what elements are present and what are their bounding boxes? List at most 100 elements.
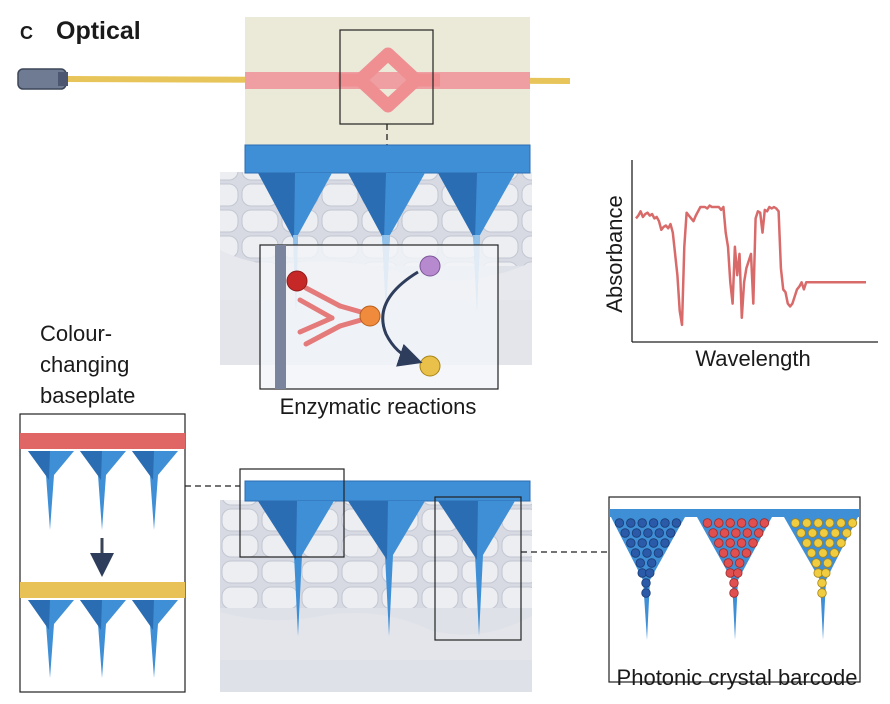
crystal-particle (748, 518, 758, 528)
crystal-particle (620, 528, 630, 538)
needle-baseplate (244, 144, 531, 174)
crystal-particle (813, 518, 823, 528)
enzymatic-reaction-inset (259, 244, 499, 390)
laser-source-icon (17, 68, 68, 90)
crystal-particle (731, 528, 741, 538)
crystal-particle (729, 588, 739, 598)
microneedle (258, 501, 334, 636)
crystal-particle (754, 528, 764, 538)
crystal-particle (836, 518, 846, 528)
crystal-particle (635, 558, 646, 568)
crystal-particle (813, 538, 823, 548)
photonic-label: Photonic crystal barcode (617, 665, 858, 690)
crystal-particle (829, 548, 840, 558)
crystal-particle (654, 528, 665, 538)
crystal-particle (802, 538, 812, 548)
crystal-particle (723, 558, 734, 568)
crystal-particle (626, 518, 636, 528)
enzymatic-label: Enzymatic reactions (280, 394, 477, 419)
crystal-particle (671, 518, 682, 528)
colour-label-line1: Colour- (40, 321, 112, 346)
baseplate-yellow (20, 582, 185, 598)
crystal-particle (807, 528, 818, 538)
crystal-particle (729, 578, 739, 588)
crystal-particle (708, 528, 718, 538)
crystal-particle (824, 538, 835, 548)
crystal-particle (830, 528, 841, 538)
photonic-barcode-inset (608, 496, 861, 683)
barcode-needle-blue (611, 517, 685, 640)
crystal-particle (733, 568, 743, 578)
crystal-particle (648, 518, 659, 528)
panel-letter: c (20, 17, 33, 45)
crystal-particle (818, 548, 828, 558)
crystal-particle (742, 528, 753, 538)
absorbance-series-line (635, 204, 866, 327)
crystal-particle (666, 528, 676, 538)
colour-changing-label: Colour- changing baseplate (40, 321, 135, 408)
photonic-baseplate (609, 509, 860, 517)
crystal-particle (802, 518, 812, 528)
crystal-particle (648, 538, 659, 548)
absorbance-chart: Wavelength Absorbance (602, 160, 878, 371)
crystal-particle (759, 518, 770, 528)
laser-waveguide (245, 72, 530, 89)
crystal-particle (730, 548, 740, 558)
crystal-particle (725, 538, 735, 548)
crystal-particle (714, 518, 724, 528)
colour-label-line3: baseplate (40, 383, 135, 408)
crystal-particle (645, 568, 655, 578)
crystal-particle (748, 538, 758, 548)
crystal-particle (718, 548, 729, 558)
crystal-particle (842, 528, 852, 538)
crystal-particle (653, 548, 664, 558)
crystal-particle (824, 518, 835, 528)
y-axis-label: Absorbance (602, 195, 627, 312)
antigen-icon (286, 270, 308, 292)
barcode-dots-red (702, 518, 770, 598)
baseplate-red (20, 433, 185, 449)
crystal-particle (642, 548, 652, 558)
crystal-particle (719, 528, 730, 538)
barcode-dots-yellow (790, 518, 858, 598)
enzyme-label-icon (359, 305, 381, 327)
crystal-particle (631, 528, 642, 538)
colour-label-line2: changing (40, 352, 129, 377)
crystal-particle (806, 548, 817, 558)
crystal-particle (660, 518, 670, 528)
bottom-microneedle-array (244, 480, 531, 636)
crystal-particle (647, 558, 657, 568)
crystal-particle (641, 578, 651, 588)
needle-baseplate-bottom (244, 480, 531, 502)
sensor-electrode (275, 245, 286, 389)
panel-title: Optical (56, 17, 141, 45)
crystal-particle (796, 528, 806, 538)
crystal-particle (819, 528, 829, 538)
barcode-dots-blue (614, 518, 682, 598)
crystal-particle (660, 538, 670, 548)
baseplate-needles-after (28, 600, 178, 678)
crystal-particle (614, 518, 625, 528)
crystal-particle (836, 538, 846, 548)
microneedle (348, 501, 425, 636)
crystal-particle (702, 518, 713, 528)
ring-resonator-icon (338, 47, 440, 113)
baseplate-needles-before (28, 451, 178, 530)
crystal-particle (637, 518, 647, 528)
crystal-particle (637, 538, 647, 548)
top-microneedle-array (244, 144, 531, 310)
crystal-particle (817, 578, 827, 588)
crystal-particle (735, 558, 745, 568)
crystal-particle (736, 538, 747, 548)
microneedle (438, 501, 515, 636)
crystal-particle (821, 568, 831, 578)
crystal-particle (630, 548, 641, 558)
crystal-particle (790, 518, 801, 528)
zoom-box-needle (434, 496, 522, 641)
substrate-icon (419, 255, 441, 277)
crystal-particle (643, 528, 653, 538)
crystal-particle (626, 538, 636, 548)
x-axis-label: Wavelength (695, 346, 810, 371)
reaction-arrow-icon (381, 270, 423, 367)
